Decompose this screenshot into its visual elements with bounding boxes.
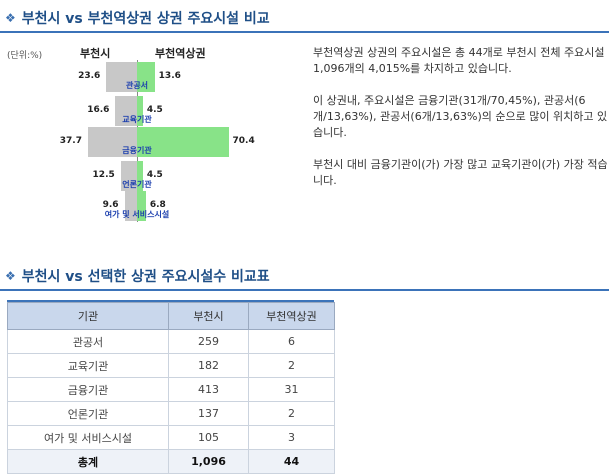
bar-bucheon bbox=[115, 96, 137, 126]
bar-bucheon bbox=[124, 191, 137, 221]
title-divider bbox=[0, 289, 609, 291]
bar-bucheon bbox=[88, 127, 137, 157]
section-title-text: 부천시 vs 부천역상권 상권 주요시설 비교 bbox=[21, 11, 270, 27]
cell-station: 31 bbox=[248, 377, 335, 402]
value-label-bucheon: 37.7 bbox=[59, 136, 82, 146]
unit-label: (단위:%) bbox=[7, 51, 43, 61]
bar-station bbox=[137, 191, 146, 221]
cell-station: 2 bbox=[248, 401, 335, 426]
cell-category: 교육기관 bbox=[7, 353, 169, 378]
cell-station: 6 bbox=[248, 329, 335, 354]
series-header-bucheon: 부천시 bbox=[80, 47, 111, 60]
table-row: 언론기관 137 2 bbox=[7, 401, 335, 426]
bar-bucheon bbox=[120, 161, 137, 191]
table-row: 교육기관 182 2 bbox=[7, 353, 335, 378]
cell-category: 금융기관 bbox=[7, 377, 169, 402]
facility-comparison-chart: 부천시 부천역상권 23.6 13.6 관공서 16.6 4.5 교육기관 37.7 70.4… bbox=[0, 0, 300, 240]
cell-bucheon: 182 bbox=[168, 353, 249, 378]
category-label: 교육기관 bbox=[122, 115, 152, 124]
bar-station bbox=[137, 96, 143, 126]
cell-bucheon: 137 bbox=[168, 401, 249, 426]
table-total-row: 총계 1,096 44 bbox=[7, 449, 335, 474]
cell-category: 여가 및 서비스시설 bbox=[7, 425, 169, 450]
value-label-station: 70.4 bbox=[232, 136, 255, 146]
table-top-border bbox=[7, 300, 334, 302]
value-label-station: 4.5 bbox=[146, 170, 163, 180]
description-panel: 부천역상권 상권의 주요시설은 총 44개로 부천시 전체 주요시설 1,096… bbox=[313, 45, 608, 205]
header-station: 부천역상권 bbox=[248, 302, 335, 330]
cell-station: 3 bbox=[248, 425, 335, 450]
value-label-station: 6.8 bbox=[149, 200, 166, 210]
diamond-bullet-icon: ❖ bbox=[5, 269, 16, 283]
category-label: 금융기관 bbox=[122, 146, 152, 155]
category-label: 관공서 bbox=[125, 81, 149, 90]
bar-station bbox=[137, 161, 143, 191]
value-label-bucheon: 12.5 bbox=[92, 170, 115, 180]
table-row: 금융기관 413 31 bbox=[7, 377, 335, 402]
description-paragraph: 이 상권내, 주요시설은 금융기관(31개/70,45%), 관공서(6개/13… bbox=[313, 94, 608, 139]
diamond-bullet-icon: ❖ bbox=[5, 11, 16, 25]
bar-station bbox=[137, 127, 229, 157]
cell-category: 언론기관 bbox=[7, 401, 169, 426]
table-row: 여가 및 서비스시설 105 3 bbox=[7, 425, 335, 450]
cell-bucheon: 259 bbox=[168, 329, 249, 354]
category-label: 언론기관 bbox=[122, 180, 152, 189]
section-title-comparison: ❖ 부천시 vs 부천역상권 상권 주요시설 비교 bbox=[5, 8, 270, 28]
header-bucheon: 부천시 bbox=[168, 302, 249, 330]
cell-bucheon: 413 bbox=[168, 377, 249, 402]
series-header-station: 부천역상권 bbox=[155, 47, 206, 60]
value-label-bucheon: 23.6 bbox=[78, 71, 101, 81]
cell-bucheon: 105 bbox=[168, 425, 249, 450]
section-title-text: 부천시 vs 선택한 상권 주요시설수 비교표 bbox=[21, 269, 270, 285]
title-divider bbox=[0, 31, 609, 33]
bar-bucheon bbox=[106, 62, 137, 92]
value-label-bucheon: 9.6 bbox=[102, 200, 119, 210]
value-label-station: 4.5 bbox=[146, 105, 163, 115]
value-label-bucheon: 16.6 bbox=[87, 105, 110, 115]
section-title-table: ❖ 부천시 vs 선택한 상권 주요시설수 비교표 bbox=[5, 266, 270, 286]
cell-category: 관공서 bbox=[7, 329, 169, 354]
header-institution: 기관 bbox=[7, 302, 169, 330]
description-paragraph: 부천시 대비 금융기관이(가) 가장 많고 교육기관이(가) 가장 적습니다. bbox=[313, 158, 608, 187]
table-header-row: 기관 부천시 부천역상권 bbox=[7, 302, 335, 330]
bar-station bbox=[137, 62, 155, 92]
value-label-station: 13.6 bbox=[158, 71, 181, 81]
category-label: 여가 및 서비스시설 bbox=[104, 210, 170, 219]
description-paragraph: 부천역상권 상권의 주요시설은 총 44개로 부천시 전체 주요시설 1,096… bbox=[313, 46, 605, 75]
cell-station: 2 bbox=[248, 353, 335, 378]
facility-count-table: 기관 부천시 부천역상권 관공서 259 6 교육기관 182 2 금융기관 4… bbox=[7, 302, 335, 474]
table-row: 관공서 259 6 bbox=[7, 329, 335, 354]
